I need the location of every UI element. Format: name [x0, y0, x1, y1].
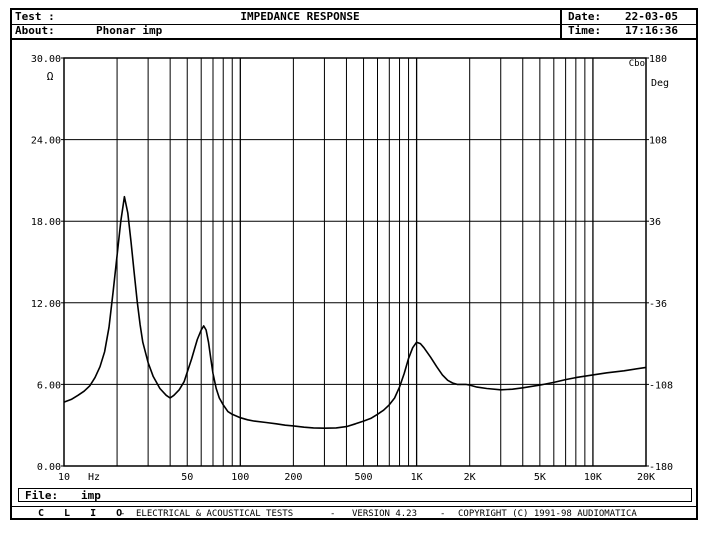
- y2-tick-label: 180: [649, 54, 667, 65]
- footer-version: VERSION 4.23: [352, 509, 418, 519]
- footer-bar: C L I O - ELECTRICAL & ACOUSTICAL TESTS …: [12, 506, 696, 521]
- brand-logo-text: C L I O: [38, 508, 130, 519]
- x-tick-label: 20K: [637, 472, 655, 483]
- grid: [64, 58, 646, 466]
- y2-tick-label: -180: [649, 462, 673, 473]
- y2-tick-label: 108: [649, 136, 667, 147]
- impedance-chart: 0.00 6.00 12.00 18.00 24.00 30.00 -180 -108 -36 3…: [31, 54, 673, 483]
- y-tick-label: 30.00: [31, 54, 61, 65]
- x-unit-label: Hz: [88, 472, 100, 483]
- y2-tick-label: -36: [649, 299, 667, 310]
- x-tick-label: 1K: [411, 472, 423, 483]
- time-label: Time:: [568, 24, 602, 37]
- y-tick-label: 0.00: [37, 462, 61, 473]
- page-title: IMPEDANCE RESPONSE: [240, 10, 360, 23]
- x-tick-label: 2K: [464, 472, 476, 483]
- clio-report-frame: Test : About: Phonar imp IMPEDANCE RESPO…: [10, 8, 698, 520]
- y2-tick-label: -108: [649, 380, 673, 391]
- x-tick-label: 100: [231, 472, 249, 483]
- date-value: 22-03-05: [625, 10, 678, 23]
- footer-dash-2: -: [330, 509, 336, 519]
- x-tick-label: 200: [284, 472, 302, 483]
- time-value: 17:16:36: [625, 24, 678, 37]
- x-tick-label: 5K: [534, 472, 546, 483]
- file-label: File:: [25, 489, 59, 502]
- impedance-curve: [63, 195, 647, 429]
- axis-labels: 0.00 6.00 12.00 18.00 24.00 30.00 -180 -108 -36 3…: [31, 54, 673, 483]
- x-tick-label: 500: [355, 472, 373, 483]
- y-tick-label: 18.00: [31, 217, 61, 228]
- footer-copyright: COPYRIGHT (C) 1991-98 AUDIOMATICA: [458, 509, 637, 519]
- report-header: Test : About: Phonar imp IMPEDANCE RESPO…: [12, 10, 696, 40]
- y-tick-label: 24.00: [31, 136, 61, 147]
- y-unit-label: Ω: [47, 70, 54, 83]
- test-label: Test :: [15, 10, 55, 23]
- plot-area: [63, 57, 647, 467]
- file-bar: File: imp: [18, 488, 692, 502]
- impedance-curve-group: [63, 195, 647, 429]
- corner-label: Cbo: [629, 59, 645, 69]
- x-tick-label: 10K: [584, 472, 602, 483]
- header-divider: [560, 10, 562, 38]
- about-label: About:: [15, 24, 55, 37]
- x-tick-label: 10: [58, 472, 70, 483]
- y2-tick-label: 36: [649, 217, 661, 228]
- footer-product: ELECTRICAL & ACOUSTICAL TESTS: [136, 509, 294, 519]
- y-tick-label: 6.00: [37, 380, 61, 391]
- about-value: Phonar imp: [96, 24, 163, 37]
- footer-dash-3: -: [440, 509, 446, 519]
- file-value: imp: [81, 489, 101, 502]
- y-tick-label: 12.00: [31, 299, 61, 310]
- y2-unit-label: Deg: [651, 78, 669, 89]
- date-label: Date:: [568, 10, 602, 23]
- x-tick-label: 50: [181, 472, 193, 483]
- footer-dash-1: -: [120, 509, 126, 519]
- header-row-top: [12, 10, 696, 25]
